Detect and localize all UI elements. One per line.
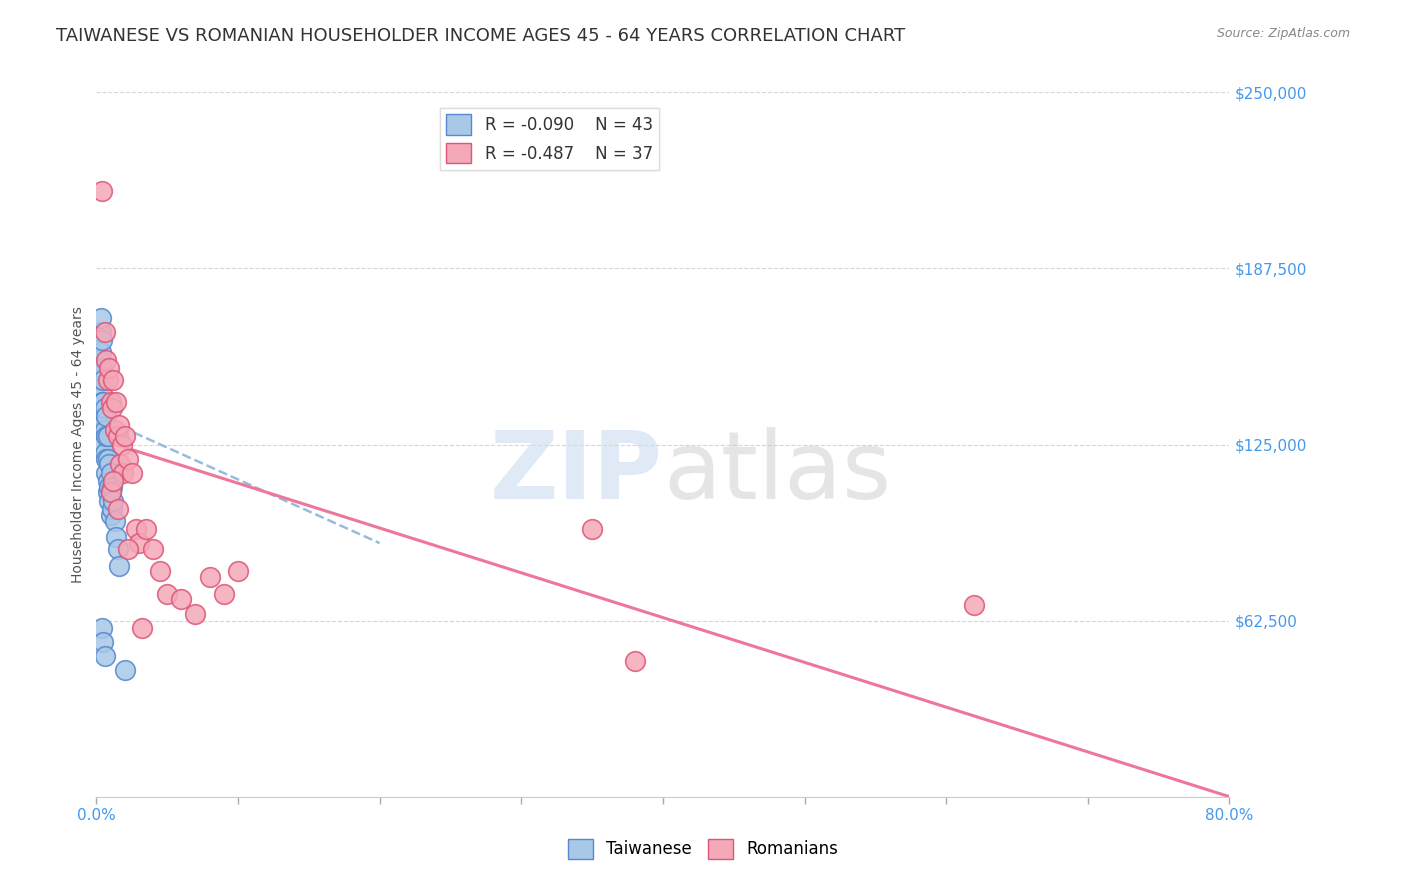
Point xyxy=(89,353,111,368)
Point xyxy=(93,417,115,432)
Point xyxy=(96,429,118,443)
Point xyxy=(94,648,117,663)
Point xyxy=(90,310,112,325)
Point xyxy=(90,367,112,381)
Point xyxy=(117,541,139,556)
Legend: R = -0.090    N = 43, R = -0.487    N = 37: R = -0.090 N = 43, R = -0.487 N = 37 xyxy=(440,108,659,170)
Point xyxy=(103,474,125,488)
Point xyxy=(125,522,148,536)
Point xyxy=(98,480,121,494)
Point xyxy=(111,437,134,451)
Point xyxy=(91,409,114,424)
Point xyxy=(107,502,129,516)
Point xyxy=(100,508,122,522)
Point xyxy=(94,446,117,460)
Point xyxy=(94,401,117,415)
Point xyxy=(93,634,115,648)
Point xyxy=(963,598,986,612)
Point xyxy=(149,564,172,578)
Point xyxy=(198,570,221,584)
Point xyxy=(91,621,114,635)
Text: atlas: atlas xyxy=(662,426,891,518)
Point xyxy=(114,429,136,443)
Point xyxy=(94,325,117,339)
Point xyxy=(104,514,127,528)
Legend: Taiwanese, Romanians: Taiwanese, Romanians xyxy=(561,832,845,866)
Point xyxy=(135,522,157,536)
Point xyxy=(96,466,118,480)
Point xyxy=(91,361,114,376)
Point xyxy=(156,587,179,601)
Point xyxy=(91,381,114,395)
Point xyxy=(96,451,118,466)
Point xyxy=(97,485,120,500)
Point xyxy=(97,474,120,488)
Text: Source: ZipAtlas.com: Source: ZipAtlas.com xyxy=(1216,27,1350,40)
Point xyxy=(581,522,603,536)
Point xyxy=(226,564,249,578)
Point xyxy=(184,607,207,621)
Y-axis label: Householder Income Ages 45 - 64 years: Householder Income Ages 45 - 64 years xyxy=(72,306,86,583)
Point xyxy=(104,424,127,438)
Point xyxy=(97,373,120,387)
Text: TAIWANESE VS ROMANIAN HOUSEHOLDER INCOME AGES 45 - 64 YEARS CORRELATION CHART: TAIWANESE VS ROMANIAN HOUSEHOLDER INCOME… xyxy=(56,27,905,45)
Point xyxy=(96,409,118,424)
Point xyxy=(100,485,122,500)
Point xyxy=(112,466,135,480)
Point xyxy=(90,325,112,339)
Point xyxy=(107,429,129,443)
Point xyxy=(131,621,153,635)
Point xyxy=(93,437,115,451)
Point xyxy=(117,451,139,466)
Point xyxy=(97,451,120,466)
Point xyxy=(121,466,143,480)
Point xyxy=(98,457,121,471)
Point xyxy=(98,494,121,508)
Point xyxy=(103,494,125,508)
Point xyxy=(97,429,120,443)
Point xyxy=(170,592,193,607)
Point xyxy=(96,353,118,368)
Point xyxy=(623,655,645,669)
Point xyxy=(100,485,122,500)
Point xyxy=(212,587,235,601)
Point xyxy=(142,541,165,556)
Point xyxy=(101,502,124,516)
Point xyxy=(89,373,111,387)
Point xyxy=(93,373,115,387)
Point xyxy=(93,395,115,409)
Point xyxy=(100,466,122,480)
Point xyxy=(100,395,122,409)
Point xyxy=(114,663,136,677)
Point xyxy=(94,424,117,438)
Point xyxy=(105,395,128,409)
Point xyxy=(101,401,124,415)
Point xyxy=(98,361,121,376)
Point xyxy=(90,344,112,359)
Point xyxy=(105,531,128,545)
Point xyxy=(91,395,114,409)
Point xyxy=(108,417,131,432)
Point xyxy=(91,333,114,347)
Point xyxy=(103,373,125,387)
Point xyxy=(107,541,129,556)
Point xyxy=(91,184,114,198)
Point xyxy=(110,457,132,471)
Point xyxy=(108,558,131,573)
Point xyxy=(128,536,150,550)
Text: ZIP: ZIP xyxy=(491,426,662,518)
Point xyxy=(101,480,124,494)
